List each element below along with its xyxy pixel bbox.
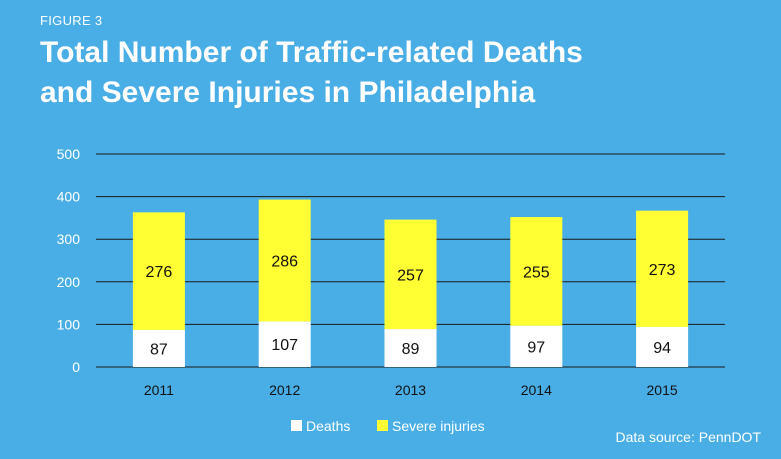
legend-swatch <box>291 420 302 431</box>
x-tick-label: 2011 <box>144 382 174 398</box>
deaths-bar <box>132 329 185 367</box>
y-tick-label: 300 <box>57 231 81 247</box>
severe-injuries-bar <box>258 199 311 322</box>
deaths-bar <box>510 325 563 367</box>
chart-title: Total Number of Traffic-related Deaths a… <box>40 33 760 113</box>
deaths-value-label: 107 <box>271 337 298 354</box>
severe-injuries-value-label: 257 <box>397 267 424 284</box>
x-tick-label: 2012 <box>269 382 300 398</box>
deaths-bar <box>384 329 437 367</box>
deaths-value-label: 87 <box>150 341 168 358</box>
severe-injuries-bar <box>636 210 689 327</box>
severe-injuries-value-label: 273 <box>649 262 676 279</box>
severe-injuries-bar <box>384 219 437 330</box>
chart-title-line-2: and Severe Injuries in Philadelphia <box>40 76 536 109</box>
y-tick-label: 0 <box>72 359 80 375</box>
chart-title-line-1: Total Number of Traffic-related Deaths <box>40 36 583 69</box>
deaths-bar <box>636 326 689 367</box>
severe-injuries-value-label: 255 <box>523 264 550 281</box>
y-tick-label: 500 <box>57 146 81 162</box>
y-tick-label: 400 <box>57 189 81 205</box>
x-tick-label: 2014 <box>521 382 552 398</box>
data-source: Data source: PennDOT <box>615 429 761 445</box>
deaths-value-label: 97 <box>527 339 545 356</box>
x-tick-label: 2015 <box>647 382 678 398</box>
legend-label: Deaths <box>306 418 350 434</box>
severe-injuries-value-label: 286 <box>271 254 298 271</box>
legend-label: Severe injuries <box>392 418 485 434</box>
y-tick-label: 200 <box>57 274 81 290</box>
deaths-bar <box>258 321 311 367</box>
x-tick-label: 2013 <box>395 382 426 398</box>
y-tick-label: 100 <box>57 316 81 332</box>
severe-injuries-bar <box>132 212 185 330</box>
severe-injuries-bar <box>510 217 563 326</box>
figure-label: FIGURE 3 <box>40 13 103 28</box>
deaths-value-label: 94 <box>653 340 671 357</box>
deaths-value-label: 89 <box>402 341 420 358</box>
legend-swatch <box>377 420 388 431</box>
severe-injuries-value-label: 276 <box>146 264 173 281</box>
